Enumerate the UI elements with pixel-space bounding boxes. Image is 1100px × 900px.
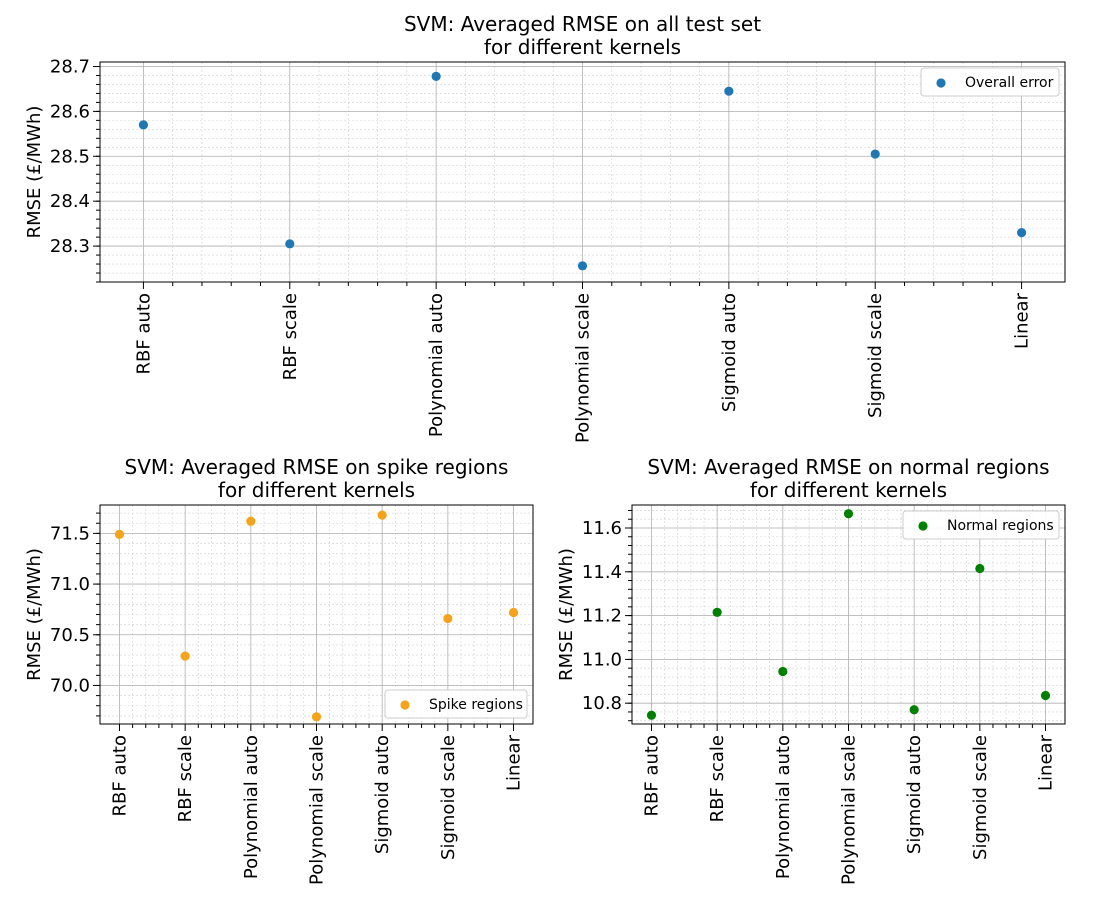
data-point xyxy=(577,261,588,271)
x-tick-label: Polynomial auto xyxy=(426,293,447,437)
legend-label: Overall error xyxy=(965,75,1054,91)
data-point xyxy=(285,239,295,249)
y-tick-label: 71.0 xyxy=(50,574,90,595)
x-tick-label: Sigmoid scale xyxy=(438,735,459,860)
y-tick-label: 70.0 xyxy=(50,675,90,696)
y-tick-label: 28.4 xyxy=(50,191,90,212)
y-tick-label: 11.0 xyxy=(582,649,622,670)
x-tick-label: Sigmoid auto xyxy=(719,293,740,412)
x-tick-label: RBF auto xyxy=(641,735,662,816)
chart-title-line-2: for different kernels xyxy=(750,478,947,502)
data-point xyxy=(712,607,722,617)
y-axis-label: RMSE (£/MWh) xyxy=(556,548,577,681)
chart-title-line-1: SVM: Averaged RMSE on normal regions xyxy=(647,455,1049,479)
legend: Overall error xyxy=(920,67,1060,97)
data-point xyxy=(114,529,125,540)
y-axis-label: RMSE (£/MWh) xyxy=(24,106,45,239)
plot-frame xyxy=(99,504,534,725)
x-tick-label: RBF scale xyxy=(280,293,301,380)
legend-marker xyxy=(918,521,928,531)
x-tick-label: RBF auto xyxy=(109,735,130,816)
x-tick-label: Linear xyxy=(1036,734,1057,791)
y-tick-label: 11.6 xyxy=(582,518,622,539)
data-point xyxy=(975,563,985,574)
y-tick-label: 11.2 xyxy=(582,606,622,627)
chart-title-line-1: SVM: Averaged RMSE on all test set xyxy=(404,12,761,36)
y-tick-label: 11.4 xyxy=(582,562,622,583)
data-point xyxy=(443,613,453,624)
data-point xyxy=(1040,690,1051,701)
plot-frame xyxy=(99,61,1066,283)
x-tick-label: Polynomial scale xyxy=(839,735,860,885)
legend: Spike regions xyxy=(384,689,528,719)
data-point xyxy=(508,607,519,618)
y-tick-label: 10.8 xyxy=(582,693,622,714)
data-point xyxy=(311,712,322,722)
x-tick-label: Linear xyxy=(1012,292,1033,349)
data-point xyxy=(646,710,657,720)
x-tick-label: Linear xyxy=(504,734,525,791)
x-tick-label: Sigmoid scale xyxy=(865,293,886,418)
chart-title-line-2: for different kernels xyxy=(218,478,415,502)
y-tick-label: 70.5 xyxy=(50,625,90,646)
data-point xyxy=(843,509,854,519)
y-tick-label: 28.6 xyxy=(50,101,90,122)
data-point xyxy=(1016,228,1027,238)
data-point xyxy=(138,120,149,130)
plot-frame xyxy=(631,504,1066,725)
legend-label: Spike regions xyxy=(429,697,523,713)
y-tick-label: 28.7 xyxy=(50,56,90,77)
data-point xyxy=(431,71,441,81)
x-tick-label: Polynomial auto xyxy=(241,735,262,879)
x-tick-label: Polynomial scale xyxy=(307,735,328,885)
chart-spike: 70.0 70.5 71.0 71.5 RBF auto RBF scale Polynom… xyxy=(24,455,534,885)
chart-normal: 10.8 11.0 11.2 11.4 11.6 RBF auto RBF scale Pol… xyxy=(556,455,1066,885)
y-tick-label: 28.5 xyxy=(50,146,90,167)
data-point xyxy=(870,149,880,159)
y-tick-label: 71.5 xyxy=(50,523,90,544)
legend-box xyxy=(384,689,528,719)
data-point xyxy=(778,666,788,677)
x-tick-label: RBF scale xyxy=(175,735,196,822)
x-tick-label: Polynomial auto xyxy=(773,735,794,879)
data-point xyxy=(377,510,387,520)
legend: Normal regions xyxy=(902,510,1060,540)
data-point xyxy=(909,705,919,715)
data-point xyxy=(180,651,190,661)
x-tick-label: RBF scale xyxy=(707,735,728,822)
y-axis-label: RMSE (£/MWh) xyxy=(24,548,45,681)
x-tick-label: RBF auto xyxy=(133,293,154,374)
chart-title-line-2: for different kernels xyxy=(484,35,681,59)
x-tick-label: Sigmoid scale xyxy=(970,735,991,860)
data-point xyxy=(246,516,256,526)
legend-label: Normal regions xyxy=(947,518,1054,534)
chart-title-line-1: SVM: Averaged RMSE on spike regions xyxy=(125,455,509,479)
legend-marker xyxy=(936,78,946,88)
data-point xyxy=(724,86,734,96)
y-tick-label: 28.3 xyxy=(50,236,90,257)
x-tick-label: Sigmoid auto xyxy=(904,735,925,854)
legend-box xyxy=(902,510,1060,540)
chart-overall: 28.3 28.4 28.5 28.6 28.7 RBF auto RBF scale Pol… xyxy=(24,12,1066,443)
x-tick-label: Polynomial scale xyxy=(573,293,594,443)
x-tick-label: Sigmoid auto xyxy=(372,735,393,854)
legend-box xyxy=(920,67,1060,97)
legend-marker xyxy=(400,700,410,710)
